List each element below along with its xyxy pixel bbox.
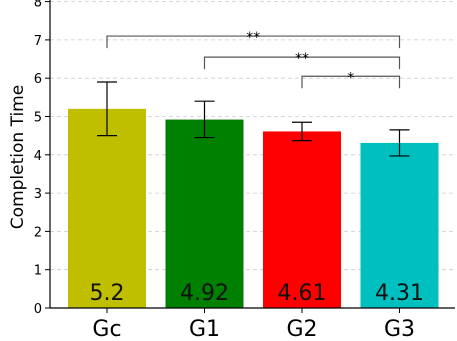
significance-bracket — [106, 35, 401, 49]
y-tick-label: 0 — [34, 302, 42, 317]
data-label: 5.2 — [90, 281, 125, 306]
error-bars — [97, 81, 410, 157]
bar-g3 — [360, 142, 439, 308]
data-label: 4.61 — [278, 281, 327, 306]
x-tick-label: G3 — [384, 317, 415, 341]
y-tick-label: 4 — [34, 149, 42, 164]
bar-g1 — [165, 119, 244, 309]
x-tick-label: G2 — [286, 317, 317, 341]
y-tick-label: 1 — [34, 264, 42, 279]
y-axis-label: Completion Time — [8, 85, 28, 229]
significance-label: ** — [295, 51, 309, 67]
bar-gc — [68, 108, 146, 308]
significance-bracket — [203, 56, 401, 70]
y-tick-label: 5 — [34, 111, 42, 126]
axes — [45, 0, 455, 313]
y-tick-label: 8 — [34, 0, 42, 11]
data-label: 4.31 — [375, 281, 424, 306]
data-label: 4.92 — [180, 281, 229, 306]
bar-g2 — [263, 131, 341, 308]
y-tick-label: 6 — [34, 72, 42, 87]
labels: 0 1 2 3 4 5 6 7 8 5.2 Gc 4.92 G1 4.61 G2 4.31 G3 — [34, 0, 424, 341]
significance-bracket — [301, 75, 401, 89]
y-tick-label: 7 — [34, 34, 42, 49]
bars — [68, 108, 439, 309]
significance-label: ** — [246, 30, 260, 46]
x-tick-label: G1 — [189, 317, 220, 341]
y-tick-label: 3 — [34, 187, 42, 202]
significance-brackets: ***** — [106, 30, 401, 89]
x-tick-label: Gc — [92, 317, 121, 341]
significance-label: * — [347, 70, 354, 86]
y-tick-label: 2 — [34, 225, 42, 240]
